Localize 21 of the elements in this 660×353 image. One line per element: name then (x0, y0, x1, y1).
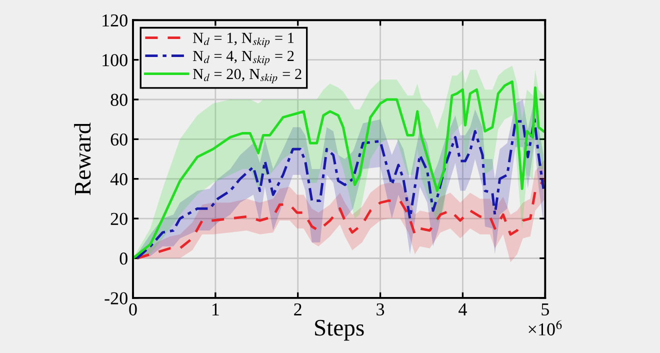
y-tick-label: 80 (110, 94, 128, 106)
x-tick-label: 0 (129, 303, 137, 316)
x-tick-label: 4 (458, 303, 467, 316)
y-tick-label: 120 (102, 14, 128, 27)
legend-label: N$_{d}$ = 1, N$_{skip}$ = 1 (193, 32, 294, 48)
y-axis-title: Reward (74, 122, 91, 196)
legend-label: N$_{d}$ = 4, N$_{skip}$ = 2 (193, 50, 294, 66)
x-tick-label: 2 (294, 303, 302, 316)
x-tick-label: 5 (542, 304, 549, 316)
line-series (136, 178, 546, 260)
y-tick-label: 20 (110, 212, 128, 225)
y-tick-label: 60 (110, 133, 128, 146)
y-tick-label: 40 (110, 173, 128, 186)
x-tick-label: 3 (376, 303, 384, 316)
y-tick-label: -20 (104, 292, 128, 304)
y-tick-label: 100 (102, 54, 128, 66)
x-tick-label: 1 (212, 303, 219, 316)
y-tick-label: 0 (120, 252, 128, 265)
text: ×10$^{6}$ (528, 320, 562, 336)
legend-label: N$_{d}$ = 20, N$_{skip}$ = 2 (193, 68, 302, 84)
x-axis-title: Steps (315, 320, 364, 341)
